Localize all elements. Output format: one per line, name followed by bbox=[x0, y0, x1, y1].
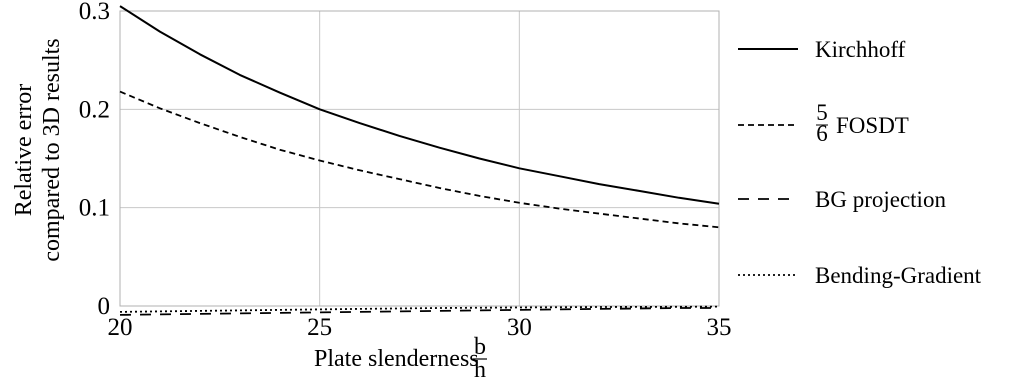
series-line-kirchhoff bbox=[119, 5, 720, 205]
series-line-fosdt bbox=[119, 90, 720, 229]
series-line-bg-projection bbox=[119, 307, 719, 316]
x-tick-label: 25 bbox=[307, 314, 332, 341]
x-tick-labels: 20 25 30 35 bbox=[108, 314, 732, 341]
x-tick-label: 20 bbox=[108, 314, 133, 341]
legend-label-kirchhoff: Kirchhoff bbox=[815, 37, 906, 62]
y-tick-labels: 0 0.1 0.2 0.3 bbox=[79, 0, 110, 320]
y-tick-label: 0 bbox=[98, 293, 111, 320]
legend-item-bending-gradient: Bending-Gradient bbox=[738, 263, 982, 288]
legend-label-bg-projection: BG projection bbox=[815, 187, 946, 212]
series-lines bbox=[119, 5, 720, 316]
grid-lines bbox=[119, 10, 720, 307]
plot-frame bbox=[119, 10, 720, 307]
legend: Kirchhoff 5 6 FOSDT BG projection Bendin… bbox=[738, 37, 982, 288]
x-tick-label: 35 bbox=[707, 314, 732, 341]
legend-label-bending-gradient: Bending-Gradient bbox=[815, 263, 982, 288]
y-axis-title-line-1: Relative error bbox=[11, 84, 37, 217]
y-tick-label: 0.1 bbox=[79, 195, 110, 222]
legend-item-fosdt: 5 6 FOSDT bbox=[738, 100, 909, 146]
y-tick-label: 0.3 bbox=[79, 0, 110, 25]
y-axis-title-line-2: compared to 3D results bbox=[39, 38, 65, 261]
x-axis-label: Plate slenderness b h bbox=[314, 334, 487, 381]
x-tick-label: 30 bbox=[507, 314, 532, 341]
legend-label-fosdt: FOSDT bbox=[836, 113, 909, 138]
x-axis-fraction-numerator: b bbox=[474, 334, 486, 360]
y-tick-label: 0.2 bbox=[79, 96, 110, 123]
y-axis-label: Relative error compared to 3D results bbox=[11, 38, 65, 261]
x-axis-title: Plate slenderness bbox=[314, 346, 479, 372]
legend-fosdt-fraction-denominator: 6 bbox=[816, 121, 828, 146]
series-line-bending-gradient bbox=[119, 305, 720, 313]
legend-item-kirchhoff: Kirchhoff bbox=[738, 37, 906, 62]
x-axis-fraction-denominator: h bbox=[474, 357, 486, 381]
legend-fosdt-fraction-numerator: 5 bbox=[816, 100, 828, 125]
legend-item-bg-projection: BG projection bbox=[738, 187, 946, 212]
